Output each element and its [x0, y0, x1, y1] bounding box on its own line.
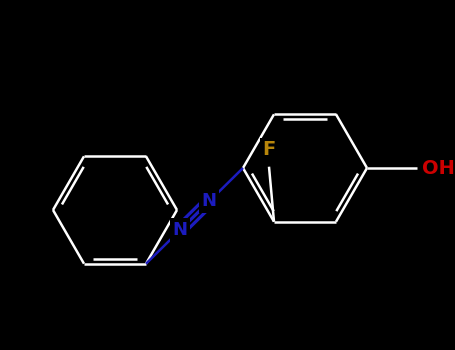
Text: N: N: [202, 193, 217, 210]
Text: OH: OH: [422, 159, 455, 177]
Text: F: F: [263, 140, 276, 159]
Text: N: N: [172, 221, 187, 239]
